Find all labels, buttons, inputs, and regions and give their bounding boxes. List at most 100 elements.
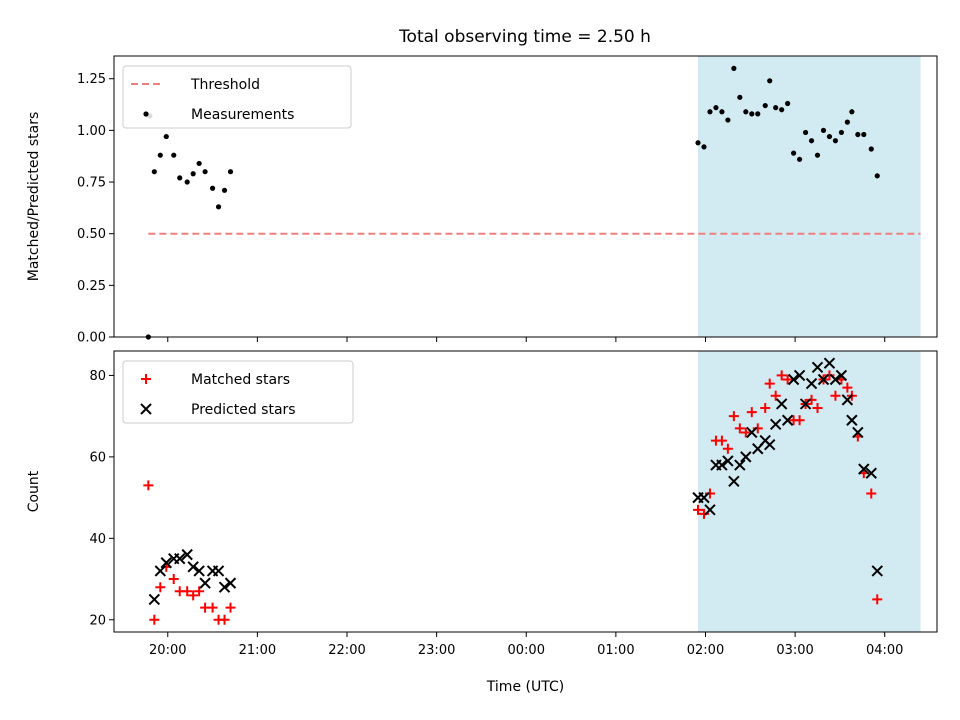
x-tick-label: 22:00 (328, 643, 365, 658)
measurement-point (785, 100, 791, 107)
matched-star-point (194, 586, 205, 597)
measurement-point (814, 152, 821, 158)
observing-window-span (698, 56, 921, 337)
predicted-star-point (160, 557, 172, 569)
predicted-star-point (787, 373, 800, 386)
x-tick-label: 01:00 (597, 643, 634, 658)
legend-box (122, 65, 352, 129)
matched-star-point (704, 488, 715, 499)
measurement-point (163, 133, 169, 140)
y-tick-label: 1.00 (77, 124, 106, 139)
measurement-point (749, 111, 755, 117)
measurement-point (695, 140, 701, 146)
measurement-point (196, 160, 202, 167)
measurement-point (832, 138, 839, 144)
legend-label: Predicted stars (191, 402, 296, 418)
figure-title: Total observing time = 2.50 h (398, 27, 651, 47)
measurement-point (808, 138, 815, 144)
y-tick-label: 60 (89, 450, 106, 465)
measurement-point (701, 144, 707, 150)
matched-star-point (764, 378, 775, 389)
measurement-point (767, 78, 773, 84)
y-tick-label: 1.25 (77, 72, 106, 87)
measurement-point (737, 94, 743, 100)
measurement-point (731, 65, 737, 71)
predicted-star-point (746, 426, 758, 439)
measurement-point (826, 133, 833, 140)
matched-star-point (760, 403, 771, 414)
axes-frame (113, 55, 938, 338)
matched-star-point (806, 394, 817, 405)
measurement-point (796, 156, 803, 162)
measurement-point (779, 107, 785, 113)
predicted-star-point (181, 548, 193, 561)
matched-star-point (722, 443, 733, 454)
matched-star-point (728, 411, 739, 422)
predicted-star-point (865, 467, 877, 479)
matched-star-point (740, 427, 751, 438)
x-axis-label: Time (UTC) (486, 679, 564, 695)
predicted-star-point (212, 565, 225, 577)
measurement-point (868, 146, 874, 152)
measurement-point (838, 129, 845, 136)
y-tick-label: 0.25 (77, 279, 106, 294)
x-tick-label: 20:00 (149, 643, 186, 658)
predicted-star-point (704, 504, 716, 516)
predicted-star-point (224, 577, 237, 589)
measurement-point (157, 152, 163, 158)
matched-star-point (746, 407, 757, 418)
measurement-point (844, 119, 850, 125)
measurement-point (151, 169, 157, 175)
predicted-star-point (193, 565, 205, 577)
x-tick-label: 21:00 (239, 643, 276, 658)
predicted-star-point (829, 373, 842, 386)
legend-label: Matched stars (191, 372, 290, 388)
predicted-star-point (823, 357, 836, 369)
matched-star-point (188, 590, 199, 601)
matched-star-point (830, 390, 841, 401)
predicted-star-point (846, 414, 858, 426)
predicted-star-point (858, 463, 870, 475)
predicted-star-point (805, 377, 818, 390)
matched-star-point (698, 508, 709, 519)
measurement-point (762, 102, 768, 109)
predicted-star-point (852, 426, 864, 439)
matched-star-point (872, 594, 883, 605)
y-axis-label: Matched/Predicted stars (26, 112, 42, 282)
matched-star-point (842, 382, 853, 393)
legend: Threshold Measurements (122, 65, 352, 129)
measurement-point (227, 169, 234, 175)
legend: Matched stars Predicted stars (122, 360, 354, 424)
predicted-star-point (793, 369, 806, 382)
matched-star-point (155, 582, 166, 593)
matched-star-point (794, 415, 805, 426)
predicted-star-point (811, 361, 824, 373)
measurement-point (190, 171, 196, 177)
matched-star-point (168, 574, 179, 585)
observing-window-span (698, 351, 921, 632)
measurement-point (719, 109, 725, 115)
matched-star-point (734, 423, 745, 434)
predicted-star-point (799, 398, 812, 410)
predicted-star-point (698, 491, 710, 504)
measurement-point (855, 131, 861, 138)
matched-star-point (812, 403, 823, 414)
matched-star-point (752, 423, 763, 434)
predicted-star-point (817, 373, 830, 386)
y-axis-label: Count (26, 470, 42, 512)
legend-label: Measurements (191, 107, 294, 123)
predicted-star-point (764, 438, 776, 451)
measurement-point (849, 109, 855, 115)
predicted-star-point (218, 581, 231, 593)
matched-star-point (866, 488, 877, 499)
measurement-point (861, 131, 867, 138)
matched-star-point (143, 480, 154, 491)
x-tick-label: 00:00 (508, 643, 545, 658)
y-tick-label: 0.75 (77, 176, 106, 191)
measurement-point (707, 109, 713, 115)
measurement-point (791, 150, 797, 156)
measurement-point (221, 187, 228, 193)
matched-star-point (782, 374, 793, 385)
x-tick-label: 23:00 (418, 643, 455, 658)
